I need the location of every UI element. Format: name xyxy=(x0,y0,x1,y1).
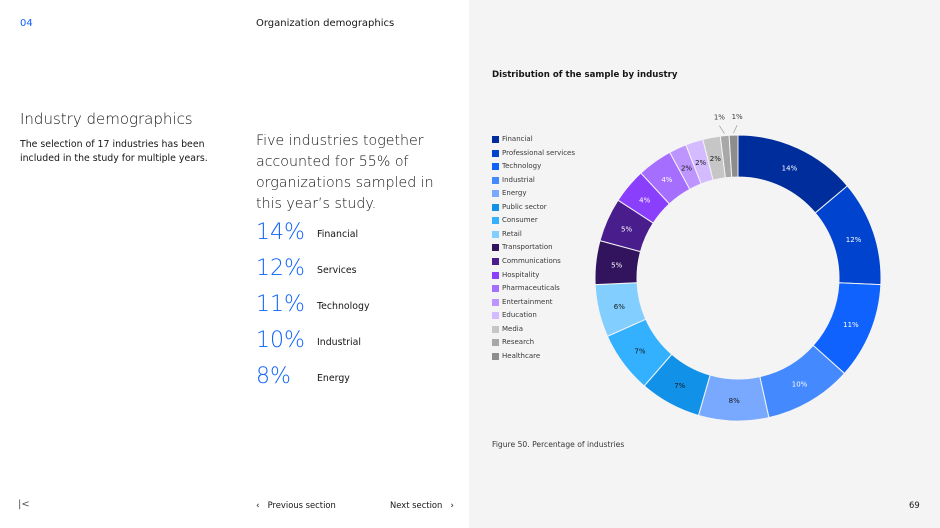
legend-label: Industrial xyxy=(502,175,535,184)
slice-data-label: 4% xyxy=(661,176,672,184)
slice-data-label: 11% xyxy=(843,321,859,329)
stat-percent: 10% xyxy=(256,328,305,353)
legend-swatch xyxy=(492,285,499,293)
legend-swatch xyxy=(492,352,499,360)
slice-data-label: 2% xyxy=(710,155,721,163)
slice-data-label: 6% xyxy=(614,303,625,311)
slice-data-label: 4% xyxy=(639,196,650,204)
legend-swatch xyxy=(492,312,499,320)
legend-label: Energy xyxy=(502,189,527,198)
previous-section-link[interactable]: ‹ Previous section xyxy=(256,500,336,511)
intro-text: The selection of 17 industries has been … xyxy=(20,139,208,165)
leader-line xyxy=(733,124,738,134)
previous-section-label: Previous section xyxy=(267,500,336,510)
stat-label: Technology xyxy=(317,301,370,312)
slice-data-label: 1% xyxy=(714,114,725,122)
stat-percent: 8% xyxy=(256,364,291,389)
slice-data-label: 5% xyxy=(621,225,632,233)
stat-label: Energy xyxy=(317,373,350,384)
donut-slice-healthcare xyxy=(728,134,739,178)
legend-swatch xyxy=(492,203,499,211)
legend-swatch xyxy=(492,257,499,265)
legend-swatch xyxy=(492,271,499,279)
legend-label: Media xyxy=(502,324,524,333)
legend-label: Pharmaceuticals xyxy=(502,284,560,293)
legend-label: Retail xyxy=(502,229,522,238)
chevron-left-icon: ‹ xyxy=(256,501,260,511)
slice-data-label: 10% xyxy=(792,380,808,388)
legend-label: Hospitality xyxy=(502,270,540,279)
slice-data-label: 5% xyxy=(611,262,622,270)
legend-swatch xyxy=(492,190,499,198)
slice-data-label: 8% xyxy=(729,397,740,405)
legend-swatch xyxy=(492,217,499,225)
slice-data-label: 14% xyxy=(782,164,798,172)
headline: Five industries together accounted for 5… xyxy=(256,133,434,212)
legend-swatch xyxy=(492,176,499,184)
legend-label: Technology xyxy=(502,162,542,171)
legend-swatch xyxy=(492,298,499,306)
legend-label: Education xyxy=(502,311,537,320)
chevron-right-icon: › xyxy=(450,501,454,511)
slice-data-label: 7% xyxy=(634,348,645,356)
legend-swatch xyxy=(492,325,499,333)
donut-chart: 14%12%11%10%8%7%7%6%5%5%4%4%2%2% 2%1% 1% xyxy=(594,113,882,422)
next-section-label: Next section xyxy=(390,500,443,510)
legend-swatch xyxy=(492,339,499,347)
legend-label: Transportation xyxy=(502,243,553,252)
page-number: 04 xyxy=(20,18,33,29)
legend-label: Consumer xyxy=(502,216,538,225)
leader-line xyxy=(719,125,725,134)
folio-page-number: 69 xyxy=(909,500,920,510)
figure-caption: Figure 50. Percentage of industries xyxy=(492,440,625,449)
legend-swatch xyxy=(492,163,499,171)
legend-label: Financial xyxy=(502,135,533,143)
legend-swatch xyxy=(492,149,499,157)
stat-percent: 12% xyxy=(256,256,305,281)
stat-label: Industrial xyxy=(317,337,361,348)
slice-data-label: 2% xyxy=(695,159,706,167)
stat-percent: 11% xyxy=(256,292,305,317)
legend-label: Communications xyxy=(502,256,561,265)
legend-swatch xyxy=(492,230,499,238)
stat-label: Financial xyxy=(317,229,359,240)
stat-label: Services xyxy=(317,265,357,276)
next-section-link[interactable]: Next section › xyxy=(390,500,454,511)
slice-data-label: 1% xyxy=(732,113,743,121)
section-title: Organization demographics xyxy=(256,18,395,29)
legend-label: Healthcare xyxy=(502,351,541,360)
legend-label: Professional services xyxy=(502,148,576,157)
legend-label: Research xyxy=(502,338,535,347)
legend-swatch xyxy=(492,244,499,252)
chart-title: Distribution of the sample by industry xyxy=(492,70,678,80)
slice-data-label: 7% xyxy=(674,382,685,390)
stat-percent: 14% xyxy=(256,220,305,245)
first-page-icon[interactable]: |< xyxy=(18,499,30,510)
legend-label: Entertainment xyxy=(502,297,553,306)
legend-swatch xyxy=(492,136,499,143)
legend-label: Public sector xyxy=(502,202,547,211)
industry-heading: Industry demographics xyxy=(20,110,193,128)
slice-data-label: 12% xyxy=(846,236,862,244)
slice-data-label: 2% xyxy=(681,164,692,172)
